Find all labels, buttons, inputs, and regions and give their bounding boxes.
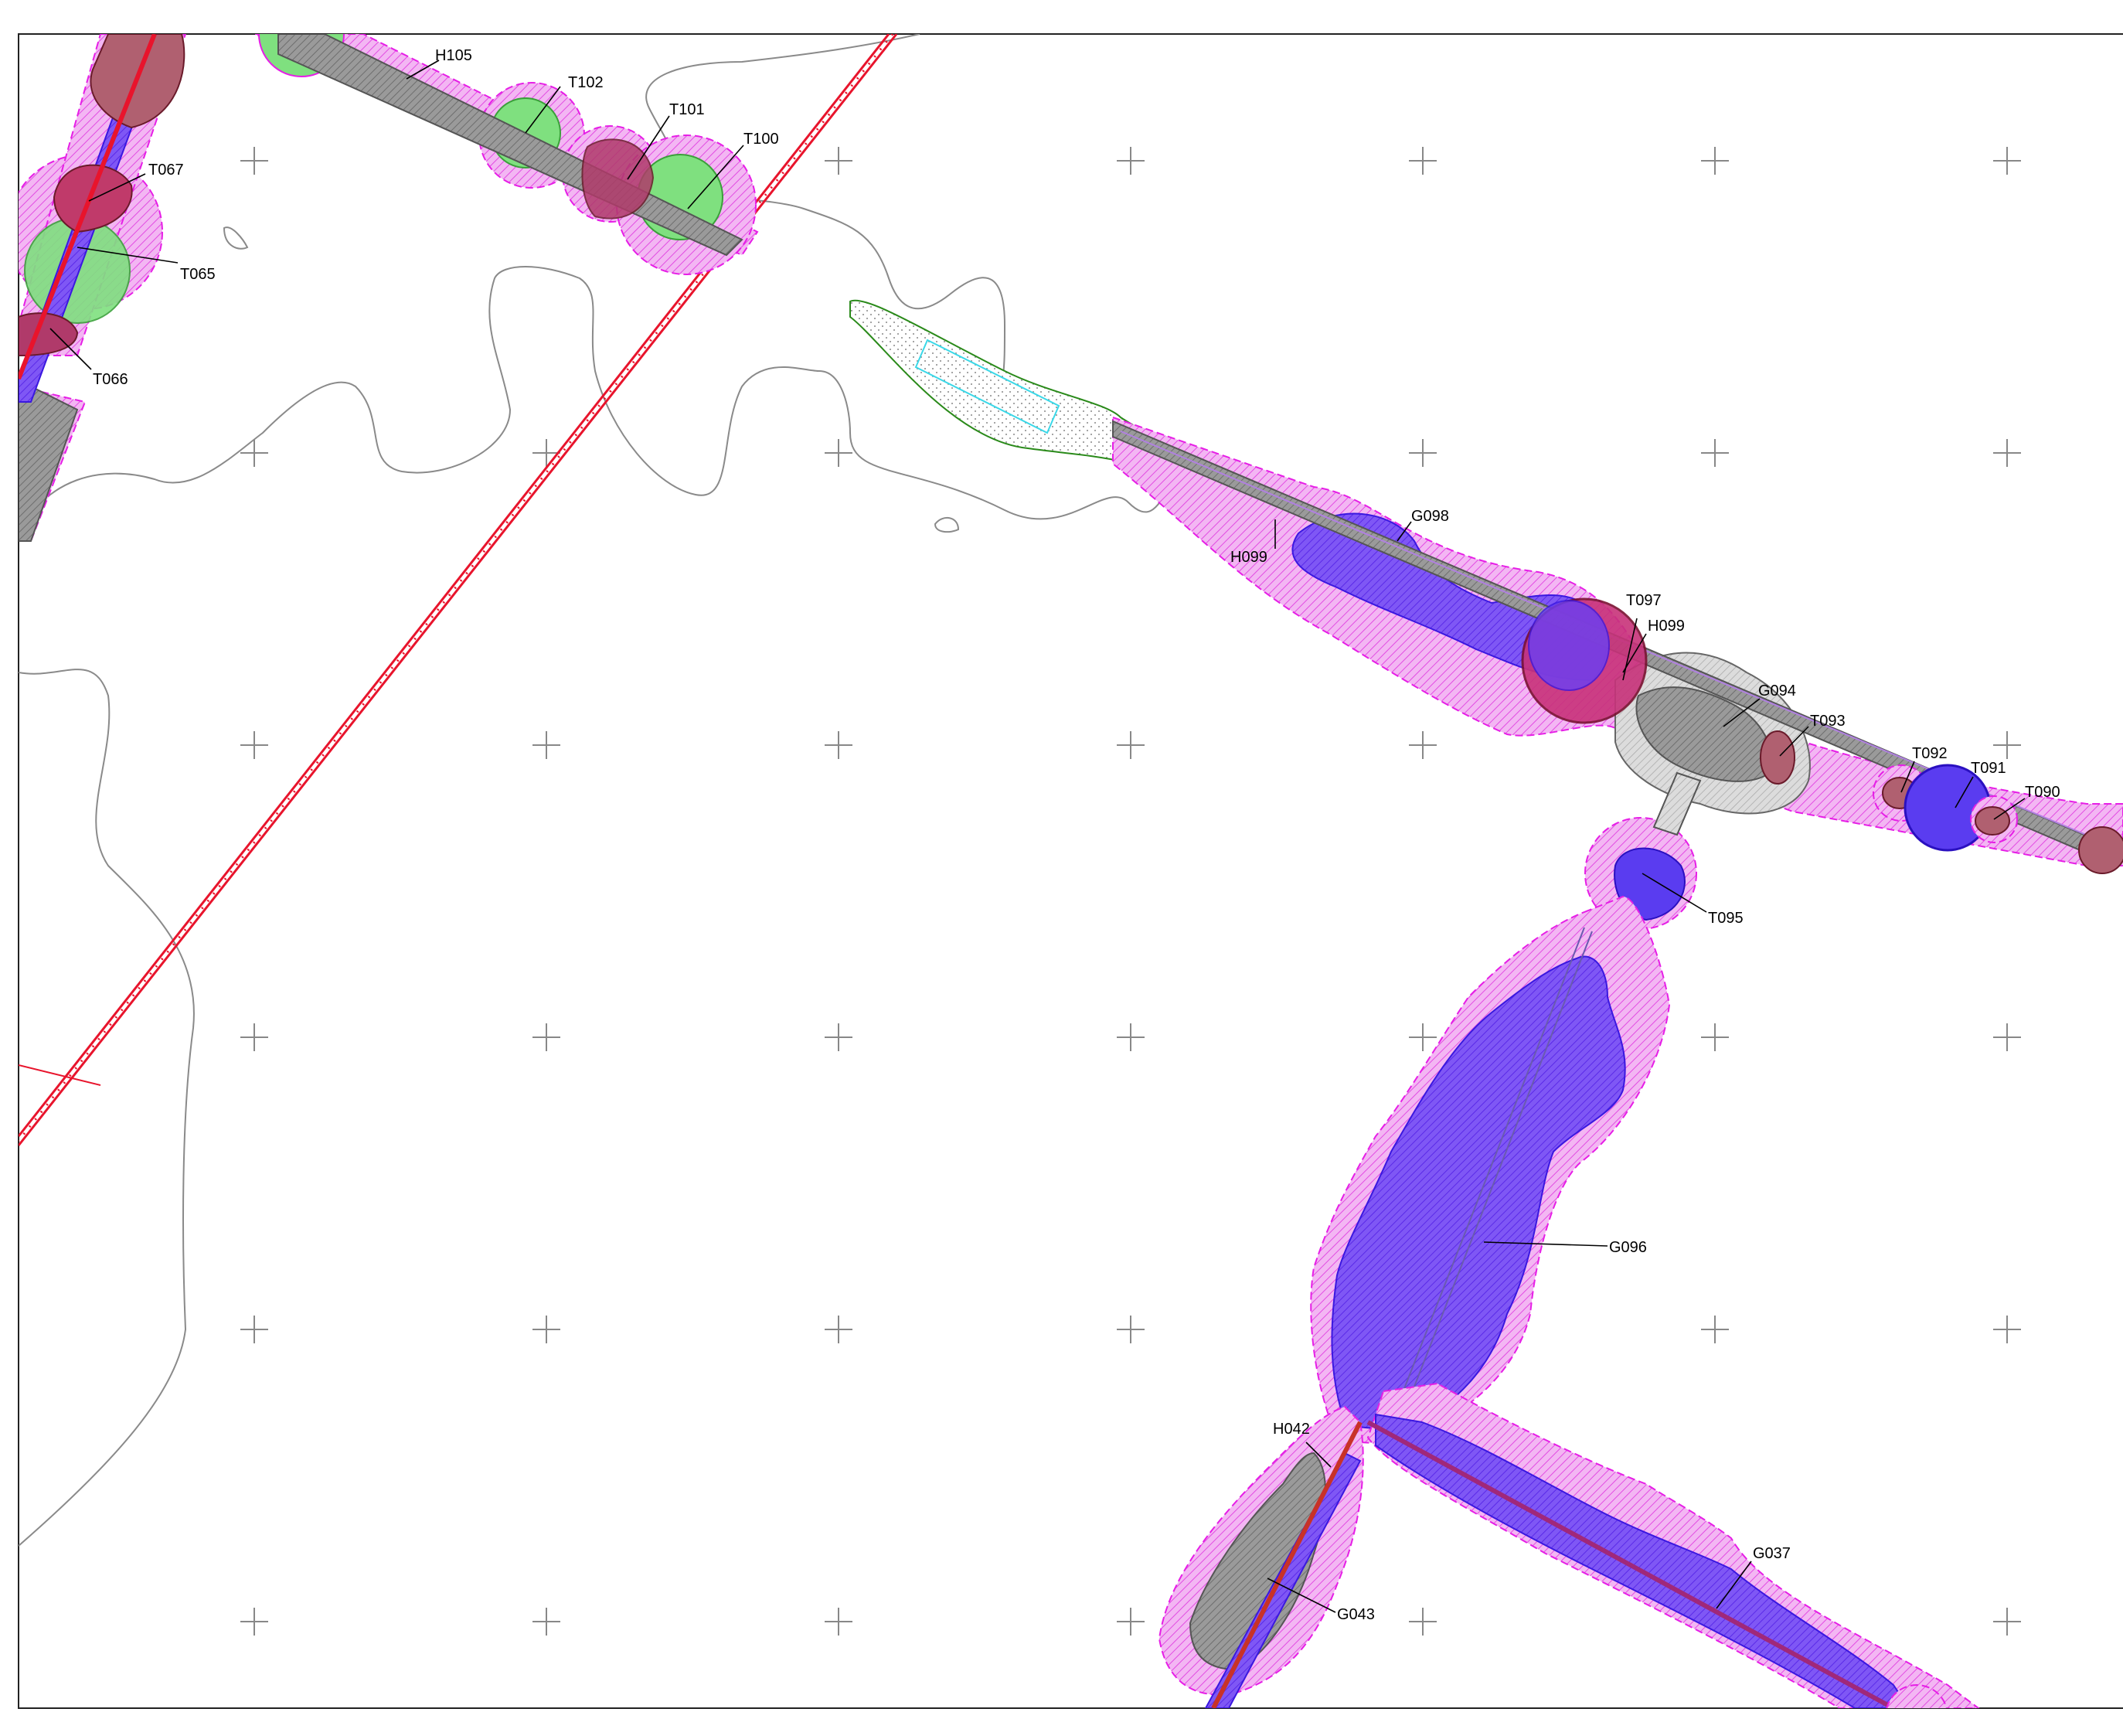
leader-lines <box>49 60 2026 1613</box>
label-g037[interactable]: G037 <box>1753 1545 1791 1562</box>
g043-area <box>1158 1405 1364 1708</box>
top-corridor <box>254 34 759 275</box>
label-t091[interactable]: T091 <box>1971 760 2006 777</box>
label-t067[interactable]: T067 <box>148 162 184 179</box>
label-h042[interactable]: H042 <box>1273 1421 1310 1438</box>
label-t092[interactable]: T092 <box>1912 745 1948 762</box>
label-t090[interactable]: T090 <box>2025 784 2060 801</box>
label-t101[interactable]: T101 <box>669 101 705 118</box>
map-labels: H105 T102 T101 T100 T067 T065 T066 G098 … <box>93 47 2060 1623</box>
map-frame <box>18 33 2123 1709</box>
label-t065[interactable]: T065 <box>180 266 216 283</box>
label-t066[interactable]: T066 <box>93 371 128 388</box>
contour-lines <box>19 34 1222 1547</box>
label-g094[interactable]: G094 <box>1758 682 1796 700</box>
label-t102[interactable]: T102 <box>568 74 604 91</box>
label-h099-a[interactable]: H099 <box>1230 549 1267 566</box>
g037-area <box>1366 1382 1980 1708</box>
label-t093[interactable]: T093 <box>1810 713 1846 730</box>
label-g098[interactable]: G098 <box>1411 508 1449 525</box>
right-corridor <box>1112 416 2123 874</box>
label-t095[interactable]: T095 <box>1708 910 1744 927</box>
label-h105[interactable]: H105 <box>435 47 472 64</box>
label-t097[interactable]: T097 <box>1626 592 1662 609</box>
label-t100[interactable]: T100 <box>743 131 779 148</box>
label-g096[interactable]: G096 <box>1609 1239 1647 1256</box>
label-h099-b[interactable]: H099 <box>1648 618 1685 635</box>
label-g043[interactable]: G043 <box>1337 1606 1375 1623</box>
